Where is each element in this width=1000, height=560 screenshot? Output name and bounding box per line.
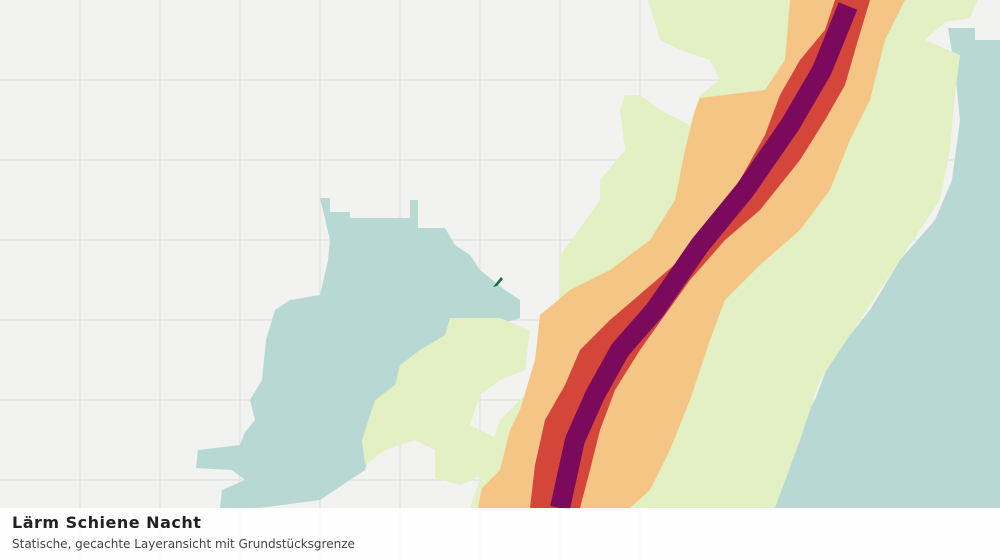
noise-zone-medium-left (362, 318, 530, 485)
layer-title: Lärm Schiene Nacht (12, 513, 202, 532)
noise-zone-low-right (772, 28, 1000, 508)
legend-panel: Lärm Schiene Nacht Statische, gecachte L… (0, 508, 1000, 560)
noise-zone-low-left (196, 198, 520, 508)
noise-zone-extreme (550, 2, 858, 511)
layer-subtitle: Statische, gecachte Layeransicht mit Gru… (12, 537, 355, 551)
location-marker (493, 277, 503, 287)
